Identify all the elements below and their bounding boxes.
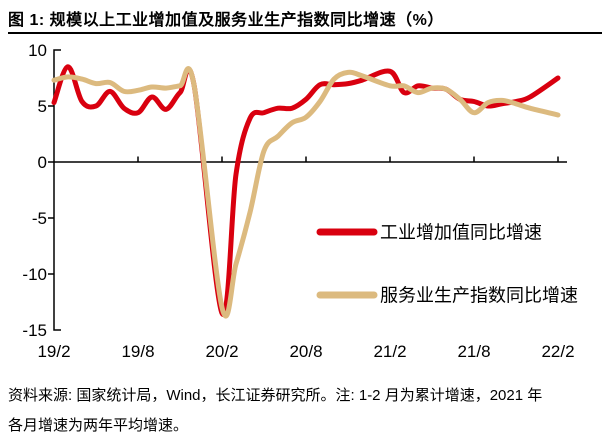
x-tick-label: 20/2	[205, 342, 238, 361]
x-tick-label: 21/2	[373, 342, 406, 361]
y-tick-label: -10	[22, 265, 47, 284]
y-tick-label: -5	[32, 209, 47, 228]
y-tick-label: 5	[38, 97, 47, 116]
y-tick-label: 10	[28, 41, 47, 60]
y-axis-ticks-and-labels: 10 5 0 -5 -10 -15	[22, 41, 54, 340]
y-axis-line	[53, 49, 61, 331]
source-note: 资料来源: 国家统计局，Wind，长江证券研究所。注: 1-2 月为累计增速，2…	[8, 381, 600, 441]
x-axis-ticks-and-labels: 19/2 19/8 20/2 20/8 21/2 21/8 22/2	[37, 156, 575, 361]
x-tick-label: 19/8	[121, 342, 154, 361]
y-tick-label: -15	[22, 321, 47, 340]
x-tick-label: 22/2	[541, 342, 574, 361]
data-series-lines	[51, 64, 561, 319]
title-divider	[8, 32, 602, 34]
legend-label-services: 服务业生产指数同比增速	[380, 286, 578, 306]
source-note-line2: 各月增速为两年平均增速。	[8, 417, 189, 434]
x-tick-label: 21/8	[457, 342, 490, 361]
x-tick-label: 20/8	[289, 342, 322, 361]
x-tick-label: 19/2	[37, 342, 70, 361]
series-line-services	[51, 65, 561, 319]
figure-title: 图 1: 规模以上工业增加值及服务业生产指数同比增速（%）	[8, 12, 444, 29]
line-chart-canvas: 10 5 0 -5 -10 -15 19/2 19/8 20/2 20/8 21/2 21/8 22/…	[22, 41, 578, 361]
source-note-line1: 资料来源: 国家统计局，Wind，长江证券研究所。注: 1-2 月为累计增速，2…	[8, 387, 543, 404]
legend-label-industry: 工业增加值同比增速	[380, 223, 542, 243]
y-tick-label: 0	[38, 153, 47, 172]
